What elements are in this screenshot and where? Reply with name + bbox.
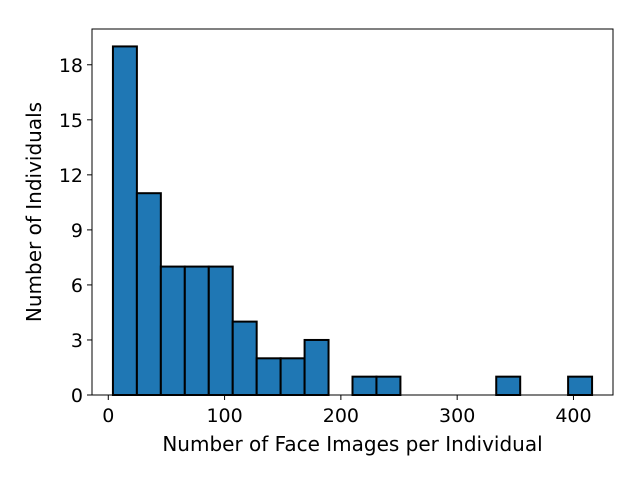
y-tick-label: 18: [59, 55, 83, 77]
x-tick-label: 100: [206, 405, 242, 427]
y-tick-label: 0: [71, 385, 83, 407]
histogram-bar-19: [567, 375, 594, 397]
histogram-bar-8: [303, 338, 330, 396]
plot-frame: [91, 28, 614, 396]
histogram-bar-16: [495, 375, 522, 397]
histogram-bar-10: [351, 375, 378, 397]
y-axis-ticks: 0 3 6 9 12 15 18: [59, 55, 92, 407]
histogram-bar-7: [279, 357, 306, 396]
histogram-bar-4: [207, 265, 234, 396]
y-tick-label: 12: [59, 165, 83, 187]
x-tick-label: 200: [323, 405, 359, 427]
histogram-bar-2: [159, 265, 186, 396]
x-tick-label: 300: [439, 405, 475, 427]
x-tick-label: 400: [555, 405, 591, 427]
x-axis-label: Number of Face Images per Individual: [162, 432, 542, 456]
histogram-bar-5: [231, 320, 258, 397]
histogram-bar-1: [135, 192, 162, 396]
histogram-bar-0: [111, 45, 138, 397]
histogram-bar-3: [183, 265, 210, 396]
histogram-bar-6: [255, 357, 282, 396]
y-tick-label: 9: [71, 220, 83, 242]
bars-group: [111, 45, 594, 397]
histogram-bar-11: [375, 375, 402, 397]
y-tick-label: 15: [59, 110, 83, 132]
x-tick-label: 0: [102, 405, 114, 427]
y-axis-label: Number of Individuals: [22, 102, 46, 322]
y-tick-label: 6: [71, 275, 83, 297]
y-tick-label: 3: [71, 330, 83, 352]
x-axis-ticks: 0 100 200 300 400: [102, 395, 592, 427]
